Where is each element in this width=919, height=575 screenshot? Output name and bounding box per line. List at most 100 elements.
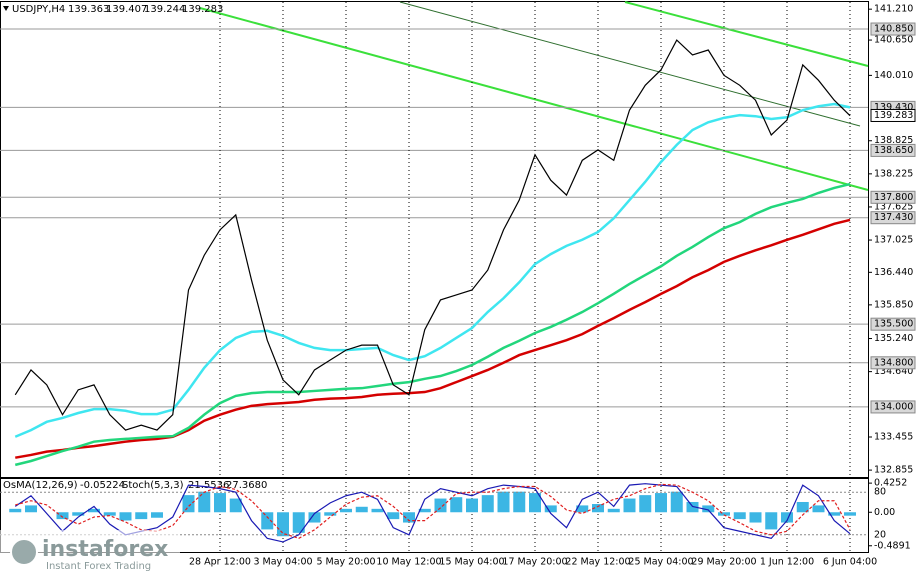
y-tick-label: 80 <box>874 487 886 498</box>
level-label: 137.800 <box>874 192 913 203</box>
level-label: 134.000 <box>874 401 913 412</box>
y-tick-label: -0.4891 <box>874 540 911 551</box>
level-box <box>870 400 916 414</box>
y-tick-label: 138.825 <box>874 135 913 146</box>
y-tick-label: 133.455 <box>874 432 913 443</box>
level-label: 140.850 <box>874 24 913 35</box>
osma-bar <box>88 508 100 513</box>
osma-bar <box>214 493 226 513</box>
x-tick-label: 5 May 20:00 <box>316 557 375 568</box>
menu-arrow <box>3 6 9 11</box>
osma-bar <box>434 498 447 513</box>
y-tick-label: 136.440 <box>874 267 913 278</box>
osma-bar <box>481 495 494 513</box>
osma-bar <box>592 504 604 513</box>
y-tick-label: 134.640 <box>874 366 913 377</box>
osma-bar <box>418 508 431 513</box>
trend-line <box>624 1 869 67</box>
osma-bar <box>529 493 541 513</box>
y-tick-label: 135.850 <box>874 299 913 310</box>
trend-line <box>399 1 861 127</box>
y-tick-label: 140.650 <box>874 35 913 46</box>
sub-frame <box>0 478 869 553</box>
osma-bar <box>340 508 352 513</box>
x-tick-label: 10 May 12:00 <box>376 557 441 568</box>
osma-bar <box>844 512 856 516</box>
osma-bar <box>796 501 809 513</box>
y-tick-label: 137.625 <box>874 201 913 212</box>
level-label: 139.430 <box>874 102 913 113</box>
x-tick-label: 17 May 20:00 <box>502 557 567 568</box>
close: 139.283 <box>182 4 223 15</box>
x-tick-label: 29 May 20:00 <box>691 557 756 568</box>
level-label: 135.500 <box>874 319 913 330</box>
x-tick-label: 6 Jun 04:00 <box>823 557 877 568</box>
stoch-main: 21.5536 <box>188 480 229 491</box>
moving-average <box>15 218 851 459</box>
osma-bar <box>198 491 211 513</box>
osma-bar <box>828 512 841 516</box>
x-tick-label: 22 May 12:00 <box>565 557 630 568</box>
osma-bar <box>607 508 620 513</box>
osma-bar <box>25 505 37 513</box>
osma-bar <box>497 491 510 513</box>
y-tick-label: 20 <box>874 529 886 540</box>
x-tick-label: 28 Apr 12:00 <box>189 557 251 568</box>
osma-bar <box>261 512 274 530</box>
osma-bar <box>355 506 368 513</box>
osma-bar <box>292 512 305 533</box>
moving-average <box>14 102 851 438</box>
low: 139.244 <box>144 4 185 15</box>
x-tick-label: 3 May 04:00 <box>253 557 312 568</box>
trend-line <box>199 7 869 191</box>
y-tick-label: 0.00 <box>874 507 895 518</box>
osma-bar <box>765 512 778 530</box>
osma-bar <box>72 512 85 516</box>
y-tick-label: 141.210 <box>874 4 913 15</box>
osma-bar <box>513 491 526 513</box>
osma-value: -0.05224 <box>80 480 125 491</box>
osma-bar <box>466 498 478 513</box>
x-tick-label: 25 May 04:00 <box>628 557 693 568</box>
level-box <box>870 356 916 370</box>
y-tick-label: 132.855 <box>874 465 913 476</box>
stoch-signal: 27.3680 <box>226 480 267 491</box>
osma-bar <box>103 512 116 516</box>
x-tick-label: 15 May 04:00 <box>439 557 504 568</box>
osma-bar <box>403 512 415 523</box>
osma-bar <box>702 505 715 513</box>
osma-bar <box>623 498 636 513</box>
osma-bar <box>812 505 825 513</box>
tagline: Instant Forex Trading <box>46 561 151 572</box>
x-tick-label: 1 Jun 12:00 <box>760 557 814 568</box>
osma-bar <box>151 512 163 518</box>
moving-average <box>14 182 851 467</box>
y-tick-label: 137.025 <box>874 235 913 246</box>
osma-bar <box>135 512 148 520</box>
osma-bar <box>229 498 242 513</box>
osma-bar <box>182 495 195 513</box>
level-box <box>870 211 916 225</box>
level-label: 138.650 <box>874 145 913 156</box>
osma-bar <box>450 497 463 513</box>
y-tick-label: 140.010 <box>874 70 913 81</box>
price-label: 139.283 <box>874 110 913 121</box>
y-tick-label: 138.225 <box>874 168 913 179</box>
osma-bar <box>324 512 337 516</box>
osma-bar <box>56 512 69 520</box>
osma-bar <box>371 508 384 513</box>
level-box <box>870 143 916 157</box>
osma-bar <box>387 512 400 520</box>
osma-bar <box>733 512 746 520</box>
osma-bar <box>544 505 557 513</box>
level-label: 137.430 <box>874 212 913 223</box>
open: 139.363 <box>68 4 109 15</box>
brand: instaforex <box>42 537 168 562</box>
level-label: 134.800 <box>874 357 913 368</box>
symbol: USDJPY,H4 <box>12 4 65 15</box>
main-frame <box>0 1 869 478</box>
osma-bar <box>655 493 667 513</box>
logo-icon <box>10 538 38 566</box>
